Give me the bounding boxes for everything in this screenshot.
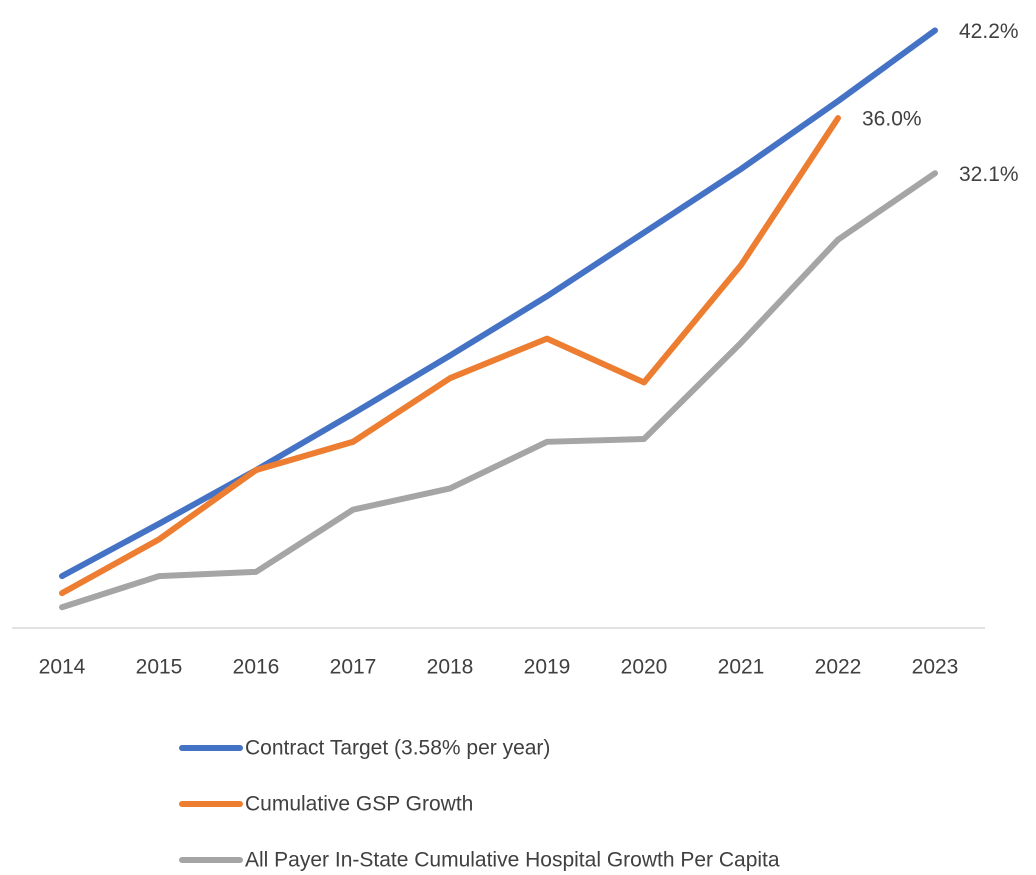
legend-label: All Payer In-State Cumulative Hospital G… — [245, 849, 780, 872]
x-tick-label: 2016 — [233, 656, 280, 679]
legend-label: Contract Target (3.58% per year) — [245, 737, 550, 760]
x-tick-label: 2020 — [621, 656, 668, 679]
x-tick-label: 2017 — [330, 656, 377, 679]
value-label: 36.0% — [862, 108, 922, 131]
x-tick-label: 2014 — [39, 656, 86, 679]
x-tick-label: 2021 — [718, 656, 765, 679]
x-tick-label: 2018 — [427, 656, 474, 679]
x-tick-label: 2022 — [815, 656, 862, 679]
legend-label: Cumulative GSP Growth — [245, 793, 473, 816]
value-label: 32.1% — [959, 163, 1019, 186]
x-tick-label: 2023 — [912, 656, 959, 679]
x-tick-label: 2019 — [524, 656, 571, 679]
x-tick-label: 2015 — [136, 656, 183, 679]
series-line — [59, 27, 938, 580]
series-line — [59, 115, 841, 597]
value-label: 42.2% — [959, 20, 1019, 43]
series-line — [59, 170, 938, 611]
